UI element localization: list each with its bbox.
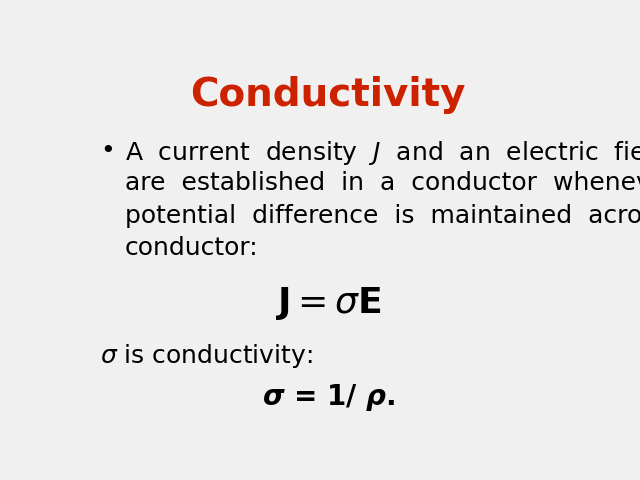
Text: $\mathbf{J} = \sigma\mathbf{E}$: $\mathbf{J} = \sigma\mathbf{E}$ <box>275 285 381 322</box>
Text: $\sigma$ is conductivity:: $\sigma$ is conductivity: <box>100 342 312 370</box>
Text: potential  difference  is  maintained  across  the: potential difference is maintained acros… <box>125 204 640 228</box>
Text: A  current  density  $\mathbf{\it{J}}$  and  an  electric  field  $\mathbf{\it{E: A current density $\mathbf{\it{J}}$ and … <box>125 139 640 167</box>
Text: •: • <box>100 139 115 163</box>
Text: Conductivity: Conductivity <box>190 76 466 114</box>
Text: conductor:: conductor: <box>125 237 259 261</box>
Text: $\boldsymbol{\sigma}$ = 1/ $\boldsymbol{\rho}$.: $\boldsymbol{\sigma}$ = 1/ $\boldsymbol{… <box>262 383 394 413</box>
Text: are  established  in  a  conductor  whenever  a: are established in a conductor whenever … <box>125 171 640 195</box>
